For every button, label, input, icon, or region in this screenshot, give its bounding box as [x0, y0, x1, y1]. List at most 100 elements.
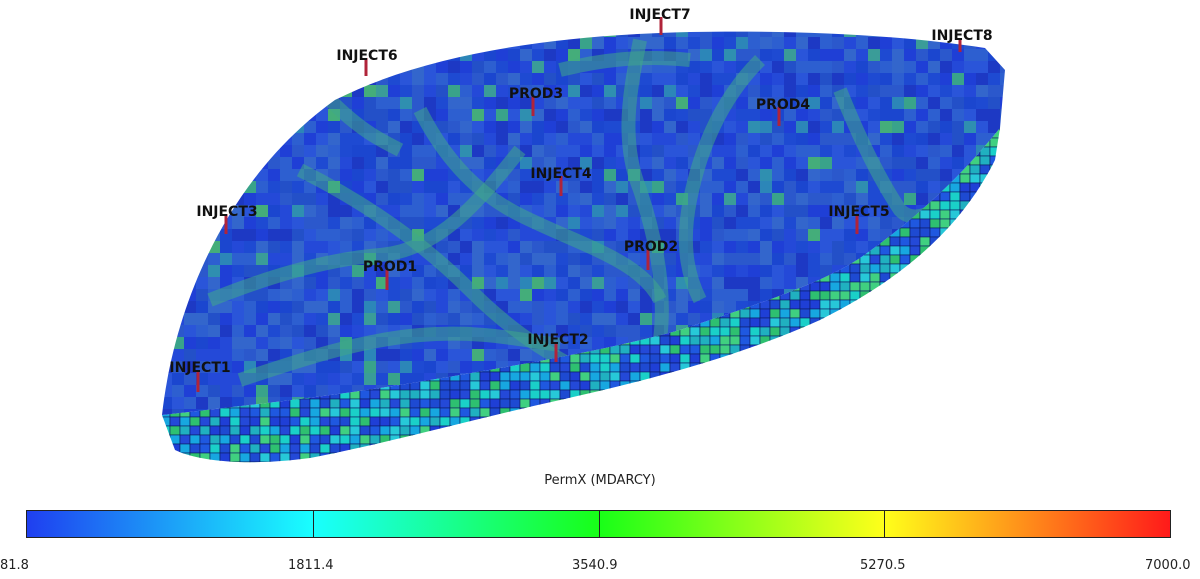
grid-cell	[604, 301, 616, 313]
side-cell	[939, 299, 951, 310]
grid-cell	[184, 109, 196, 121]
grid-cell	[496, 109, 508, 121]
side-cell	[719, 371, 731, 382]
grid-cell	[976, 229, 988, 241]
side-cell	[219, 443, 231, 454]
side-cell	[809, 344, 821, 355]
side-cell	[799, 326, 811, 337]
grid-cell	[808, 265, 820, 277]
side-cell	[879, 452, 891, 463]
side-cell	[359, 425, 371, 436]
side-cell	[579, 380, 591, 391]
side-cell	[619, 461, 631, 463]
grid-cell	[436, 49, 448, 61]
grid-cell	[304, 61, 316, 73]
grid-cell	[796, 37, 808, 49]
reservoir-grid-svg[interactable]: INJECT7INJECT8INJECT6PROD3PROD4INJECT4IN…	[0, 0, 1200, 470]
grid-cell	[162, 181, 172, 193]
side-cell	[809, 416, 821, 427]
grid-cell	[760, 277, 772, 289]
grid-cell	[316, 241, 328, 253]
side-cell	[189, 173, 201, 184]
grid-cell	[760, 145, 772, 157]
grid-cell	[316, 229, 328, 241]
side-cell	[162, 263, 171, 274]
side-cell	[479, 380, 491, 391]
side-cell	[179, 146, 191, 157]
grid-cell	[904, 37, 916, 49]
side-cell	[589, 443, 601, 454]
side-cell	[169, 452, 181, 463]
grid-cell	[964, 145, 976, 157]
grid-cell	[532, 73, 544, 85]
grid-cell	[316, 133, 328, 145]
side-cell	[729, 335, 741, 346]
grid-cell	[700, 61, 712, 73]
side-cell	[819, 407, 831, 418]
grid-cell	[1000, 61, 1005, 73]
side-cell	[649, 398, 661, 409]
side-cell	[169, 128, 181, 139]
grid-cell	[736, 37, 748, 49]
side-cell	[579, 362, 591, 373]
side-cell	[359, 416, 371, 427]
grid-cell	[568, 145, 580, 157]
grid-cell	[184, 205, 196, 217]
side-cell	[929, 200, 941, 211]
grid-cell	[736, 241, 748, 253]
side-cell	[999, 191, 1000, 202]
grid-cell	[532, 145, 544, 157]
side-cell	[379, 443, 391, 454]
grid-cell	[616, 301, 628, 313]
side-cell	[699, 407, 711, 418]
side-cell	[269, 407, 281, 418]
grid-cell	[472, 121, 484, 133]
grid-cell	[412, 193, 424, 205]
grid-cell	[316, 193, 328, 205]
side-cell	[199, 227, 211, 238]
side-cell	[809, 290, 821, 301]
grid-cell	[460, 133, 472, 145]
side-cell	[679, 416, 691, 427]
grid-cell	[172, 31, 184, 37]
side-cell	[639, 416, 651, 427]
grid-cell	[760, 49, 772, 61]
grid-cell	[520, 133, 532, 145]
side-cell	[909, 254, 921, 265]
grid-cell	[976, 265, 988, 277]
side-cell	[429, 416, 441, 427]
side-cell	[679, 344, 691, 355]
side-cell	[989, 380, 1000, 391]
side-cell	[889, 290, 901, 301]
side-cell	[369, 434, 381, 445]
side-cell	[419, 398, 431, 409]
grid-cell	[676, 31, 688, 37]
grid-cell	[784, 73, 796, 85]
side-cell	[759, 362, 771, 373]
grid-cell	[184, 169, 196, 181]
grid-cell	[196, 253, 208, 265]
side-cell	[319, 425, 331, 436]
side-cell	[919, 317, 931, 328]
grid-cell	[928, 265, 940, 277]
grid-cell	[808, 241, 820, 253]
side-cell	[179, 128, 191, 139]
side-cell	[809, 425, 821, 436]
side-cell	[699, 434, 711, 445]
grid-cell	[304, 85, 316, 97]
grid-cell	[652, 73, 664, 85]
side-cell	[709, 452, 721, 463]
side-cell	[959, 272, 971, 283]
side-cell	[979, 353, 991, 364]
side-cell	[809, 353, 821, 364]
reservoir-3d-view[interactable]: INJECT7 INJECT8 INJECT6 PROD3 PROD4 INJECT4 IN…	[0, 0, 1200, 470]
side-cell	[989, 245, 1000, 256]
side-cell	[439, 452, 451, 463]
grid-cell	[544, 181, 556, 193]
side-cell	[199, 128, 211, 139]
grid-cell	[316, 73, 328, 85]
side-cell	[919, 236, 931, 247]
grid-cell	[484, 97, 496, 109]
grid-cell	[604, 109, 616, 121]
side-cell	[589, 425, 601, 436]
